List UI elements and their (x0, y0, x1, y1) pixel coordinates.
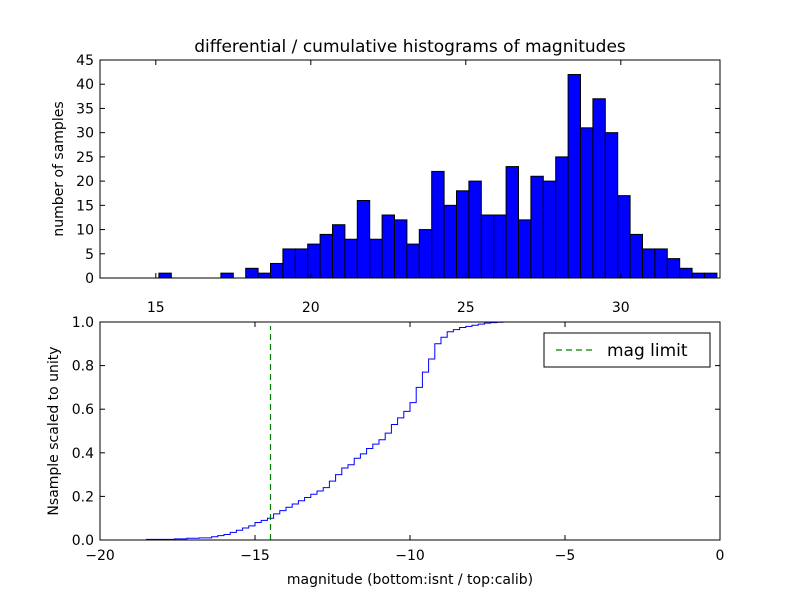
histogram-bar (518, 219, 532, 279)
bottom-y-tick-label: 0.6 (72, 402, 94, 418)
bottom-y-tick-label: 0.4 (72, 446, 94, 462)
histogram-bar (344, 238, 358, 279)
histogram-bar (418, 229, 433, 279)
cumulative-step-line (100, 321, 721, 541)
bottom-x-tick-label: −20 (85, 548, 115, 564)
legend-label-mag-limit: mag limit (607, 341, 688, 361)
top-y-axis-label: number of samples (51, 101, 67, 236)
top-y-tick-label: 15 (76, 198, 94, 214)
histogram-bar (294, 248, 309, 279)
histogram-bar (567, 74, 581, 279)
histogram-bar (270, 262, 284, 279)
histogram-bar (666, 258, 681, 279)
top-chart-title: differential / cumulative histograms of … (194, 37, 626, 57)
top-x-tick-label: 30 (612, 300, 630, 316)
histogram-bar (604, 132, 619, 279)
histogram-bar (468, 180, 482, 279)
histogram-bar (381, 214, 396, 279)
histogram-bar (443, 204, 458, 279)
bottom-x-axis-label: magnitude (bottom:isnt / top:calib) (287, 572, 533, 588)
bottom-y-tick-label: 1.0 (72, 315, 94, 331)
histogram-bar (307, 243, 321, 279)
bottom-y-tick-label: 0.8 (72, 359, 94, 375)
histogram-bar (356, 199, 371, 279)
histogram-bar (158, 272, 172, 279)
top-x-tick-label: 15 (147, 300, 165, 316)
histogram-bar (431, 170, 445, 279)
legend: mag limit (543, 332, 711, 368)
top-y-tick-label: 0 (85, 271, 94, 287)
histogram-bar (617, 195, 631, 279)
histogram-bar (332, 224, 346, 279)
top-y-tick-label: 45 (76, 53, 94, 69)
bottom-y-tick-label: 0.2 (72, 489, 94, 505)
top-y-tick-label: 10 (76, 223, 94, 239)
histogram-bar (542, 180, 557, 279)
histogram-bar (704, 272, 718, 279)
histogram-bar (629, 233, 643, 279)
histogram-bar (369, 238, 383, 279)
histogram-bar (679, 267, 693, 279)
histogram-bar (592, 98, 606, 279)
top-y-tick-label: 40 (76, 77, 94, 93)
histogram-bar (555, 156, 569, 279)
top-y-tick-label: 20 (76, 174, 94, 190)
histogram-bar (220, 272, 234, 279)
top-axis-ticks: 0 5 10 15 20 25 30 35 40 45 15 20 25 30 (76, 53, 720, 316)
histogram-bar (580, 127, 594, 279)
histogram-bar (319, 233, 334, 279)
histogram-bar (245, 267, 259, 279)
bottom-y-axis-label: Nsample scaled to unity (46, 346, 62, 515)
top-y-tick-label: 30 (76, 126, 94, 142)
top-y-tick-label: 35 (76, 101, 94, 117)
top-y-tick-label: 25 (76, 150, 94, 166)
histogram-bar (530, 175, 544, 279)
top-y-tick-label: 5 (85, 247, 94, 263)
histogram-bars (158, 74, 718, 279)
bottom-x-tick-label: −10 (395, 548, 425, 564)
histogram-bar (282, 248, 296, 279)
bottom-cumulative-panel: 0.0 0.2 0.4 0.6 0.8 1.0 −20 −15 −10 −5 0 Nsample s… (46, 315, 724, 588)
bottom-x-tick-label: 0 (716, 548, 725, 564)
histogram-bar (456, 190, 470, 279)
top-axes-frame (99, 59, 721, 279)
bottom-x-tick-label: −5 (555, 548, 576, 564)
histogram-bar (654, 248, 668, 279)
bottom-x-tick-label: −15 (240, 548, 270, 564)
bottom-y-tick-label: 0.0 (72, 533, 94, 549)
histogram-bar (406, 243, 420, 279)
histogram-bar (505, 166, 520, 279)
histogram-bar (691, 272, 705, 279)
histogram-bar (642, 248, 656, 279)
histogram-bar (480, 214, 495, 279)
top-x-tick-label: 20 (302, 300, 320, 316)
histogram-bar (394, 219, 408, 279)
histogram-bar (493, 214, 507, 279)
histogram-bar (257, 272, 272, 279)
top-x-tick-label: 25 (457, 300, 475, 316)
bottom-axes-frame (99, 321, 721, 541)
top-histogram-panel: differential / cumulative histograms of … (51, 37, 721, 316)
bottom-axis-ticks: 0.0 0.2 0.4 0.6 0.8 1.0 −20 −15 −10 −5 0 (72, 315, 725, 564)
